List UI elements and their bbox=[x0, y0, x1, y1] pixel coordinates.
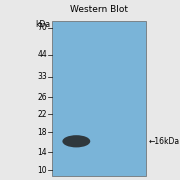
Text: Western Blot: Western Blot bbox=[70, 5, 128, 14]
Text: 18: 18 bbox=[37, 128, 47, 137]
Text: 22: 22 bbox=[37, 110, 47, 119]
Text: 10: 10 bbox=[37, 166, 47, 175]
Text: 14: 14 bbox=[37, 148, 47, 157]
Bar bbox=[52, 21, 146, 176]
Text: 33: 33 bbox=[37, 72, 47, 81]
Text: ←16kDa: ←16kDa bbox=[149, 137, 180, 146]
Ellipse shape bbox=[62, 135, 90, 147]
Text: 70: 70 bbox=[37, 23, 47, 32]
Text: 26: 26 bbox=[37, 93, 47, 102]
Text: kDa: kDa bbox=[35, 20, 51, 29]
Text: 44: 44 bbox=[37, 50, 47, 59]
